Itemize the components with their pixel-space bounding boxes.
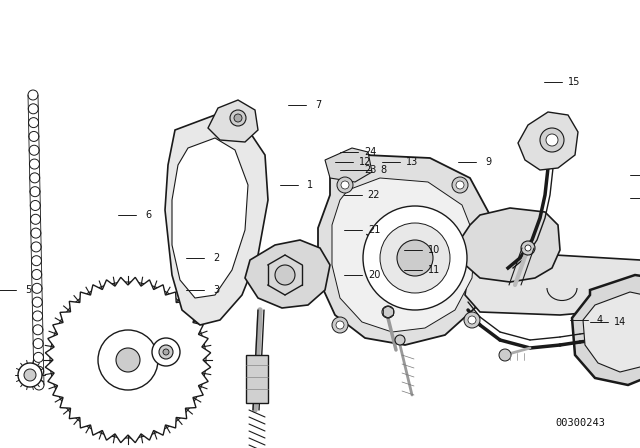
Circle shape (31, 214, 40, 224)
Polygon shape (318, 155, 490, 345)
Circle shape (340, 200, 450, 310)
Circle shape (456, 181, 464, 189)
Circle shape (387, 247, 403, 263)
Circle shape (546, 134, 558, 146)
Circle shape (395, 335, 405, 345)
Circle shape (28, 104, 38, 114)
Text: 5: 5 (25, 285, 31, 295)
Circle shape (540, 128, 564, 152)
Polygon shape (465, 255, 640, 315)
Circle shape (32, 283, 42, 293)
Text: 12: 12 (359, 157, 371, 167)
Circle shape (234, 114, 242, 122)
Circle shape (332, 317, 348, 333)
Circle shape (29, 173, 40, 183)
Circle shape (34, 366, 44, 376)
Circle shape (363, 206, 467, 310)
Circle shape (33, 339, 43, 349)
Circle shape (29, 131, 39, 142)
Circle shape (376, 271, 396, 292)
Circle shape (397, 240, 433, 276)
Text: 11: 11 (428, 265, 440, 275)
Text: 13: 13 (406, 157, 418, 167)
Polygon shape (208, 100, 258, 142)
Circle shape (29, 145, 39, 155)
Text: 21: 21 (368, 225, 380, 235)
Circle shape (464, 312, 480, 328)
Circle shape (337, 177, 353, 193)
Circle shape (29, 118, 38, 128)
Circle shape (275, 265, 295, 285)
Polygon shape (172, 138, 248, 298)
Circle shape (336, 321, 344, 329)
Circle shape (452, 177, 468, 193)
Circle shape (34, 380, 44, 390)
Circle shape (230, 110, 246, 126)
Circle shape (521, 241, 535, 255)
Circle shape (29, 159, 40, 169)
Circle shape (30, 187, 40, 197)
Circle shape (30, 200, 40, 211)
Circle shape (53, 285, 203, 435)
Circle shape (31, 228, 41, 238)
Text: 20: 20 (368, 270, 380, 280)
Circle shape (24, 369, 36, 381)
Circle shape (499, 349, 511, 361)
Text: 22: 22 (368, 190, 380, 200)
Text: 6: 6 (145, 210, 151, 220)
Circle shape (159, 345, 173, 359)
Circle shape (163, 349, 169, 355)
Circle shape (98, 330, 158, 390)
Circle shape (355, 215, 435, 295)
Circle shape (32, 270, 42, 280)
Circle shape (525, 245, 531, 251)
Circle shape (468, 316, 476, 324)
Text: 15: 15 (568, 77, 580, 87)
Text: 14: 14 (614, 317, 626, 327)
Circle shape (357, 245, 377, 265)
Circle shape (32, 297, 42, 307)
Polygon shape (245, 240, 330, 308)
Text: 9: 9 (485, 157, 491, 167)
Circle shape (382, 306, 394, 318)
Polygon shape (332, 178, 475, 332)
Text: 00300243: 00300243 (555, 418, 605, 428)
Circle shape (33, 311, 43, 321)
Circle shape (28, 90, 38, 100)
Circle shape (380, 223, 450, 293)
Circle shape (408, 262, 428, 281)
Circle shape (152, 338, 180, 366)
Polygon shape (246, 355, 268, 403)
Polygon shape (583, 292, 640, 372)
Circle shape (377, 237, 413, 273)
Text: 23: 23 (364, 165, 376, 175)
Text: 24: 24 (364, 147, 376, 157)
Text: 2: 2 (213, 253, 219, 263)
Text: 4: 4 (597, 315, 603, 325)
Circle shape (31, 242, 41, 252)
Circle shape (33, 353, 44, 362)
Polygon shape (460, 208, 560, 282)
Circle shape (408, 228, 428, 249)
Polygon shape (45, 277, 211, 443)
Circle shape (18, 363, 42, 387)
Text: 10: 10 (428, 245, 440, 255)
Circle shape (33, 325, 43, 335)
Polygon shape (325, 148, 372, 182)
Text: 7: 7 (315, 100, 321, 110)
Circle shape (31, 256, 42, 266)
Text: 3: 3 (213, 285, 219, 295)
Circle shape (341, 181, 349, 189)
Circle shape (116, 348, 140, 372)
Polygon shape (518, 112, 578, 170)
Text: 8: 8 (380, 165, 386, 175)
Polygon shape (572, 275, 640, 385)
Circle shape (376, 218, 396, 238)
Polygon shape (165, 115, 268, 325)
Text: 1: 1 (307, 180, 313, 190)
